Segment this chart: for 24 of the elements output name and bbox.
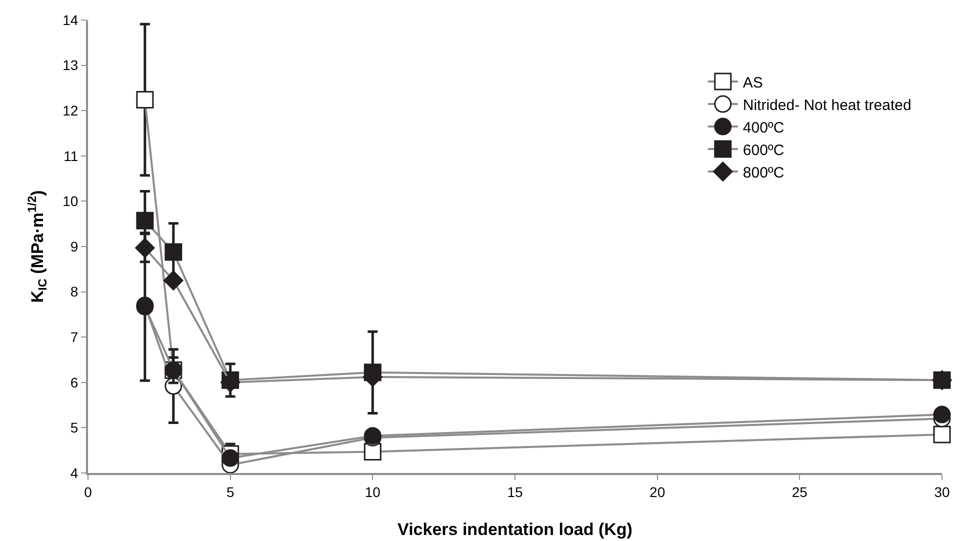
y-tick-label: 4: [70, 464, 78, 481]
x-tick-label: 15: [507, 484, 523, 500]
y-tick-label: 9: [70, 238, 78, 254]
x-tick-label: 20: [650, 484, 666, 500]
y-tick-label: 12: [62, 102, 78, 118]
y-tick-label: 10: [62, 193, 78, 210]
y-tick-label: 7: [70, 329, 78, 345]
y-tick-label: 5: [70, 420, 78, 436]
y-tick-label: 13: [62, 57, 78, 74]
legend-label: AS: [742, 74, 763, 92]
x-tick-label: 10: [364, 484, 381, 500]
legend-label: 400ºC: [742, 119, 784, 136]
y-tick-label: 6: [70, 374, 78, 390]
x-axis-title: Vickers indentation load (Kg): [398, 520, 632, 539]
x-tick-label: 25: [792, 484, 808, 500]
x-tick-label: 30: [934, 484, 950, 500]
legend-label: 600ºC: [742, 142, 784, 159]
x-tick-label: 0: [84, 484, 92, 500]
legend-label: Nitrided- Not heat treated: [742, 96, 912, 114]
y-tick-label: 8: [70, 284, 78, 300]
x-tick-label: 5: [226, 484, 234, 500]
y-tick-label: 14: [62, 12, 78, 28]
y-tick-label: 11: [64, 148, 78, 164]
legend-label: 800ºC: [742, 164, 784, 182]
